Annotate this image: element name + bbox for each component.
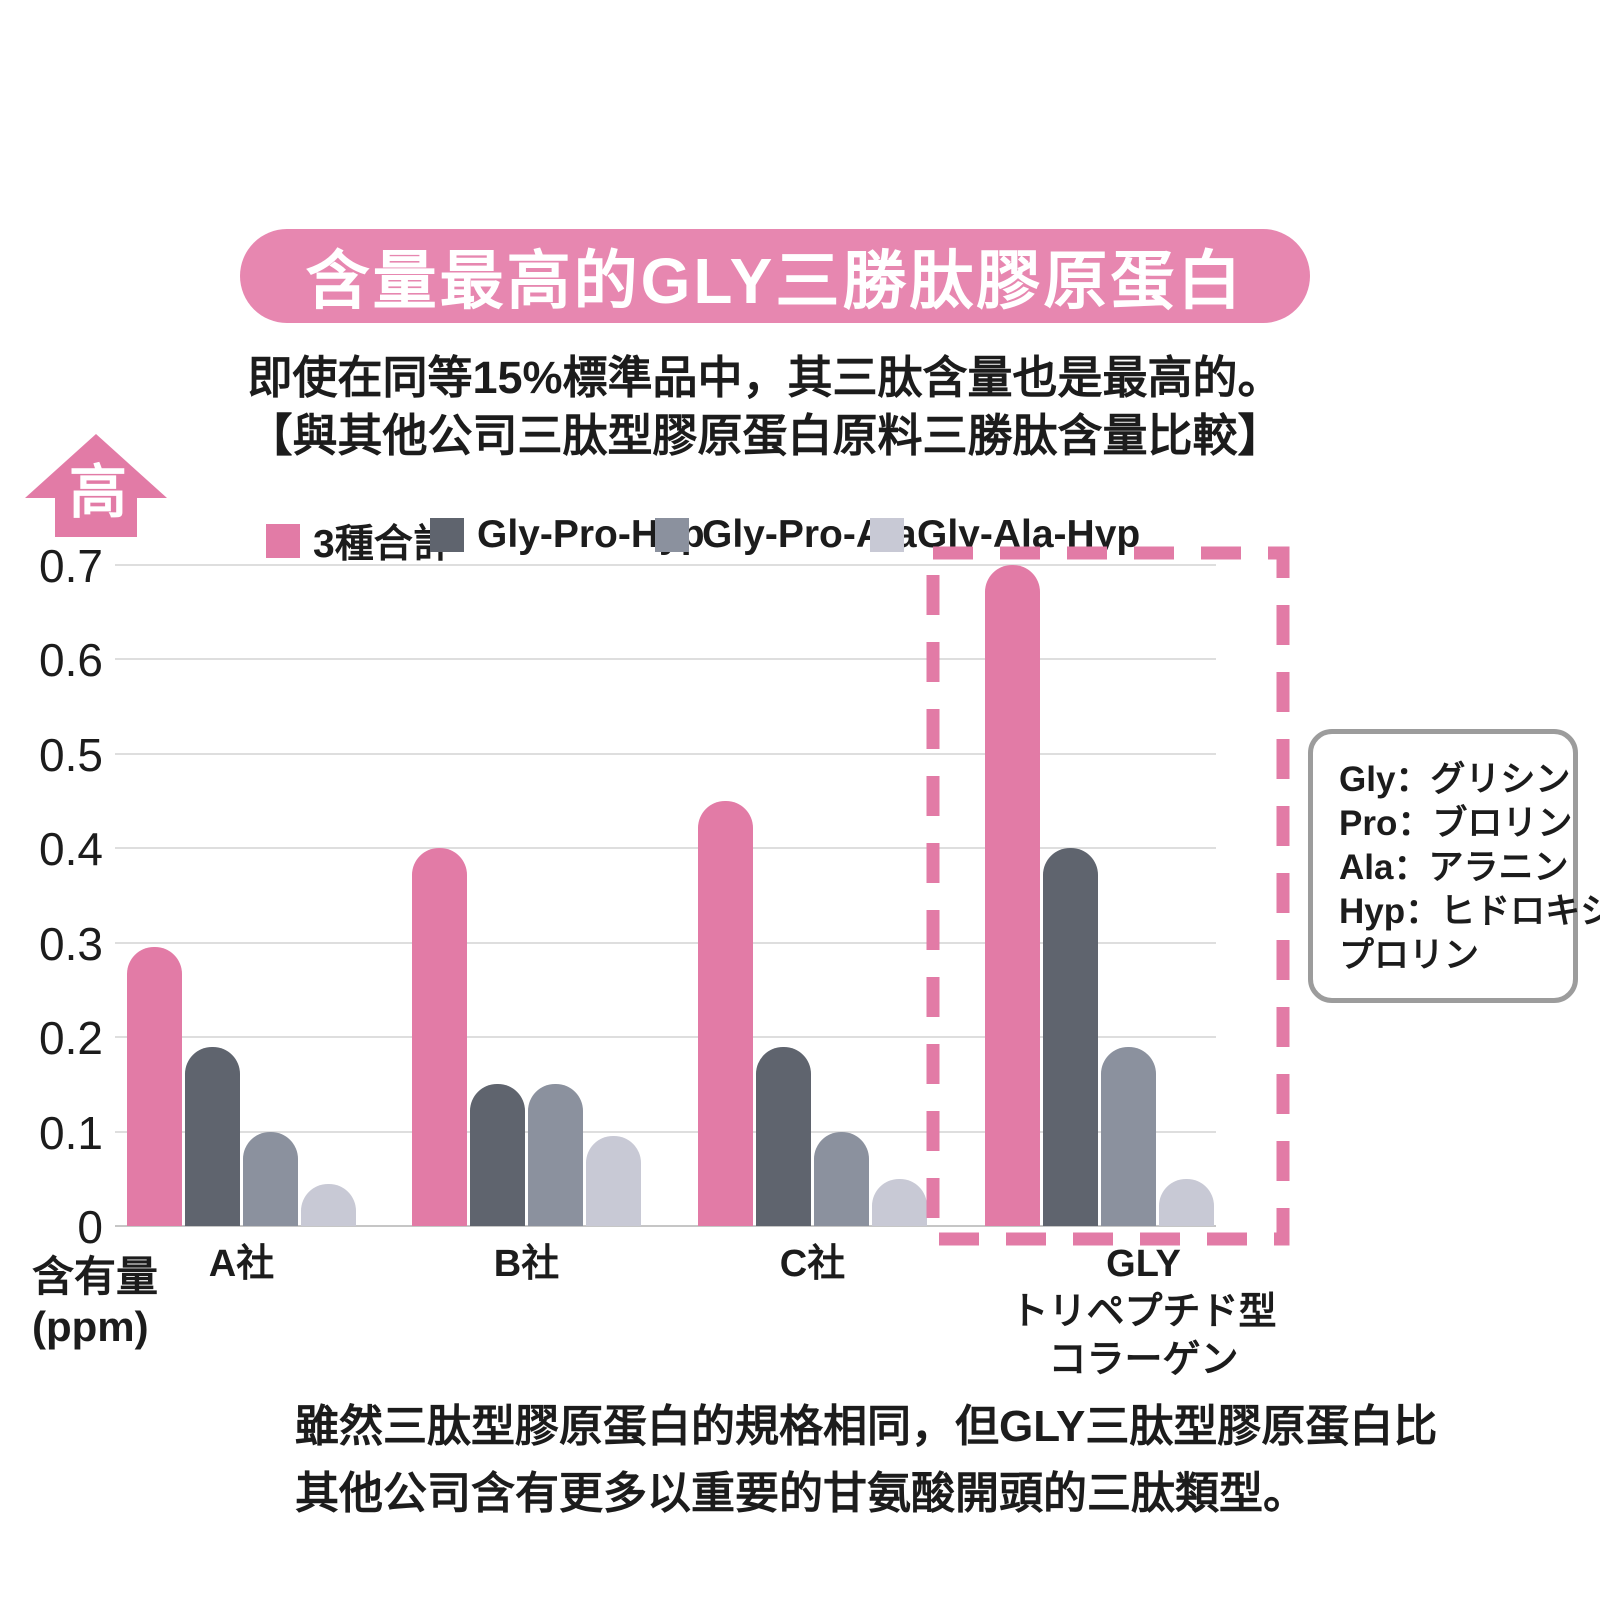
y-axis-tick-label: 0.6 xyxy=(39,634,103,687)
gridline xyxy=(115,752,1216,755)
y-axis-tick-label: 0.3 xyxy=(39,917,103,970)
legend-swatch xyxy=(266,524,300,558)
note-line: Hyp：ヒドロキシ xyxy=(1339,892,1600,931)
legend-swatch xyxy=(430,518,464,552)
bar-3種合計-A社 xyxy=(127,947,182,1226)
x-axis-baseline xyxy=(115,1225,1216,1227)
footer-line-2: 其他公司含有更多以重要的甘氨酸開頭的三肽類型。 xyxy=(295,1469,1307,1518)
y-axis-unit-line: 含有量 xyxy=(32,1253,159,1300)
x-axis-category-line: トリペプチド型 xyxy=(1010,1291,1277,1333)
bar-Gly-Ala-Hyp-A社 xyxy=(301,1184,356,1226)
y-axis-unit-label: 含有量 (ppm) xyxy=(32,1252,158,1352)
bar-Gly-Pro-Hyp-C社 xyxy=(756,1047,811,1226)
y-axis-tick-label: 0.4 xyxy=(39,823,103,876)
gridline xyxy=(115,941,1216,944)
legend-item: Gly-Ala-Hyp xyxy=(870,513,1140,557)
bar-Gly-Pro-Ala-A社 xyxy=(243,1132,298,1226)
note-line: プロリン xyxy=(1339,936,1480,975)
high-up-arrow-icon: 高 xyxy=(25,434,167,537)
legend-label: 3種合計 xyxy=(313,523,452,566)
legend-swatch xyxy=(655,518,689,552)
legend-swatch xyxy=(870,518,904,552)
bar-3種合計-C社 xyxy=(698,801,753,1226)
x-axis-category-label: A社 xyxy=(0,1240,492,1288)
x-axis-category-label: GLY トリペプチド型 コラーゲン xyxy=(894,1240,1394,1384)
gridline xyxy=(115,563,1216,566)
note-line: Pro：ブロリン xyxy=(1339,804,1573,843)
gridline xyxy=(115,658,1216,661)
y-axis-tick-label: 0.2 xyxy=(39,1012,103,1065)
y-axis-unit-line: (ppm) xyxy=(32,1303,149,1350)
gridline xyxy=(115,847,1216,850)
bar-Gly-Ala-Hyp-C社 xyxy=(872,1179,927,1226)
x-axis-category-label: B社 xyxy=(277,1240,777,1288)
subtitle-line-2: 【與其他公司三肽型膠原蛋白原料三勝肽含量比較】 xyxy=(247,410,1283,461)
y-axis-tick-label: 0.7 xyxy=(39,539,103,592)
legend-label: Gly-Ala-Hyp xyxy=(917,513,1141,556)
bar-Gly-Pro-Hyp-B社 xyxy=(470,1084,525,1226)
x-axis-category-line: GLY xyxy=(1106,1243,1181,1285)
footer-paragraph: 雖然三肽型膠原蛋白的規格相同，但GLY三肽型膠原蛋白比 其他公司含有更多以重要的… xyxy=(295,1393,1437,1527)
bar-Gly-Pro-Ala-B社 xyxy=(528,1084,583,1226)
footer-line-1: 雖然三肽型膠原蛋白的規格相同，但GLY三肽型膠原蛋白比 xyxy=(295,1402,1438,1451)
x-axis-category-line: C社 xyxy=(779,1243,846,1285)
amino-acid-note-box: Gly：グリシン Pro：ブロリン Ala：アラニン Hyp：ヒドロキシ プロリ… xyxy=(1308,729,1600,1003)
bar-Gly-Ala-Hyp-GLY トリペプチド型 コラーゲン xyxy=(1159,1179,1214,1226)
gridline xyxy=(115,1036,1216,1039)
bar-Gly-Ala-Hyp-B社 xyxy=(586,1136,641,1226)
legend-item: 3種合計 xyxy=(266,513,452,569)
title-banner: 含量最高的GLY三勝肽膠原蛋白 xyxy=(240,229,1310,323)
bar-Gly-Pro-Ala-GLY トリペプチド型 コラーゲン xyxy=(1101,1047,1156,1226)
page-title: 含量最高的GLY三勝肽膠原蛋白 xyxy=(305,245,1245,317)
bar-Gly-Pro-Hyp-GLY トリペプチド型 コラーゲン xyxy=(1043,848,1098,1226)
y-axis-tick-label: 0 xyxy=(77,1201,103,1253)
note-line: Gly：グリシン xyxy=(1339,760,1571,799)
x-axis-category-line: コラーゲン xyxy=(1048,1339,1239,1381)
note-line: Ala：アラニン xyxy=(1339,848,1569,887)
subtitle-line-1: 即使在同等15%標準品中，其三肽含量也是最高的。 xyxy=(247,352,1283,403)
bar-3種合計-B社 xyxy=(412,848,467,1226)
y-axis-tick-label: 0.5 xyxy=(39,728,103,781)
high-arrow-label: 高 xyxy=(69,460,127,525)
y-axis-tick-label: 0.1 xyxy=(39,1106,103,1159)
bar-Gly-Pro-Hyp-A社 xyxy=(185,1047,240,1226)
x-axis-category-line: B社 xyxy=(493,1243,560,1285)
gridline xyxy=(115,1130,1216,1133)
x-axis-category-label: C社 xyxy=(563,1240,1063,1288)
bar-3種合計-GLY トリペプチド型 コラーゲン xyxy=(985,565,1040,1226)
bar-Gly-Pro-Ala-C社 xyxy=(814,1132,869,1226)
x-axis-category-line: A社 xyxy=(208,1243,275,1285)
